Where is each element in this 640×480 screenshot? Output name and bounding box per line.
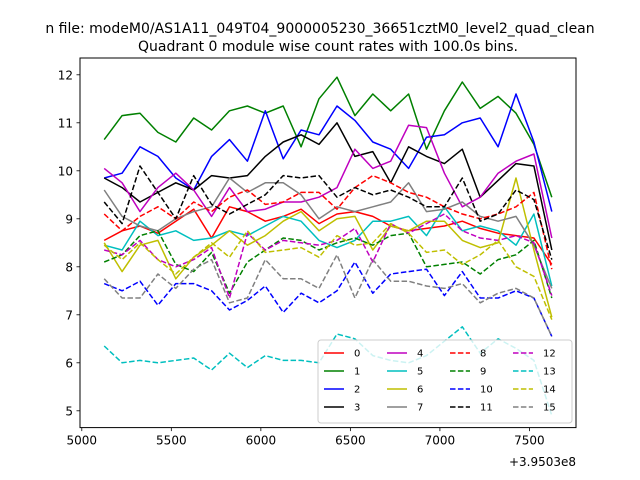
legend-label-0: 0 (354, 349, 360, 360)
legend-box (317, 339, 573, 424)
plot-border (79, 57, 577, 429)
series-line-10 (103, 261, 553, 337)
series-line-4 (103, 124, 553, 239)
legend-label-14: 14 (543, 385, 556, 396)
legend-label-5: 5 (417, 367, 423, 378)
x-tick-label: 6000 (246, 434, 277, 448)
series-line-14 (103, 222, 553, 320)
y-tick-label: 12 (58, 68, 73, 82)
x-tick-label: 6500 (335, 434, 366, 448)
y-tick-label: 8 (65, 260, 73, 274)
series-line-2 (104, 93, 553, 212)
figure-suptitle: n file: modeM0/AS1A11_049T04_9000005230_… (45, 21, 594, 37)
series-line-15 (103, 254, 553, 337)
x-axis-offset-label: +3.9503e8 (509, 455, 576, 469)
legend-label-12: 12 (543, 349, 556, 360)
series-line-6 (103, 177, 553, 318)
legend-label-11: 11 (480, 403, 493, 414)
legend-label-3: 3 (354, 403, 360, 414)
legend-label-10: 10 (480, 385, 493, 396)
series-lines (103, 76, 553, 416)
series-line-3 (103, 122, 553, 251)
x-tick-label: 5000 (67, 434, 98, 448)
y-tick-label: 5 (65, 404, 73, 418)
y-tick-label: 11 (58, 116, 73, 130)
legend-label-7: 7 (417, 403, 423, 414)
legend-label-9: 9 (480, 367, 486, 378)
y-tick-label: 9 (65, 212, 73, 226)
y-tick-label: 10 (58, 164, 73, 178)
legend-label-15: 15 (543, 403, 556, 414)
x-tick-label: 7500 (514, 434, 545, 448)
series-line-1 (103, 76, 553, 198)
y-tick-label: 6 (65, 356, 73, 370)
y-tick-label: 7 (65, 308, 73, 322)
legend-label-2: 2 (354, 385, 360, 396)
legend-label-4: 4 (417, 349, 423, 360)
series-line-12 (104, 213, 553, 299)
series-line-8 (103, 174, 553, 270)
legend-label-13: 13 (543, 367, 556, 378)
series-line-5 (104, 206, 553, 287)
legend-label-6: 6 (417, 385, 423, 396)
legend-label-1: 1 (354, 367, 360, 378)
legend-label-8: 8 (480, 349, 486, 360)
y-axis: 5 6 7 8 9 10 11 12 (58, 68, 80, 418)
x-axis: 5000 5500 6000 6500 7000 7500 (67, 427, 545, 448)
x-tick-label: 5500 (156, 434, 187, 448)
x-tick-label: 7000 (425, 434, 456, 448)
series-line-11 (103, 165, 553, 260)
chart-title: Quadrant 0 module wise count rates with … (138, 39, 518, 55)
